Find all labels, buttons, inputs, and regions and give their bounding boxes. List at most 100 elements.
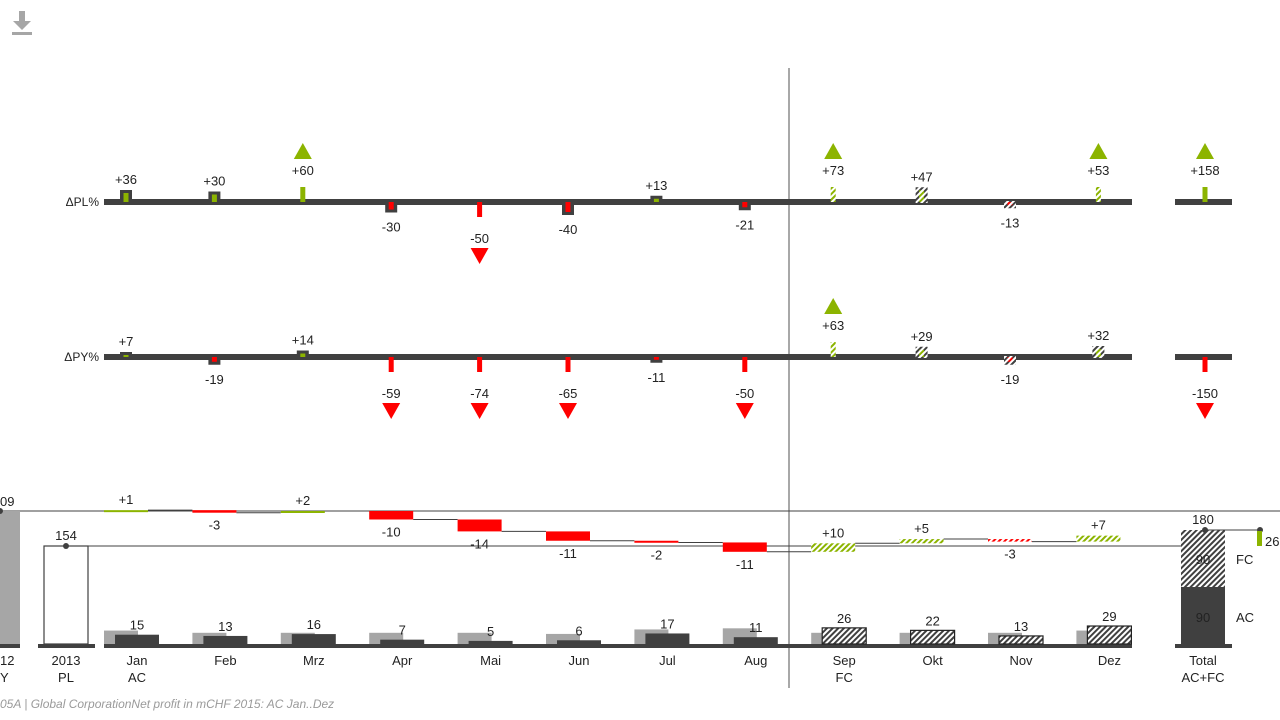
delta-abs-label: +1 <box>119 492 134 507</box>
delta-abs-label: -10 <box>382 525 401 540</box>
ac-value-label: 6 <box>575 623 582 638</box>
grand-total-fc-bar <box>1181 530 1225 587</box>
month-axis-label: Aug <box>744 653 767 668</box>
ac-bar <box>645 633 690 644</box>
delta-abs-label: +7 <box>1091 518 1106 533</box>
month-axis-label: Dez <box>1098 653 1121 668</box>
delta_py_pct-outlier-arrow-down <box>735 403 754 419</box>
delta_py_pct-bar <box>300 353 306 357</box>
delta_py_pct-outlier-arrow-up <box>824 298 843 314</box>
grand-total-ac-text: AC <box>1236 610 1254 625</box>
delta_py_pct-axis <box>104 354 1132 360</box>
delta-abs-bar <box>192 510 237 513</box>
delta-abs-bar <box>280 511 325 513</box>
delta_py_pct-bar <box>653 357 659 360</box>
grand-total-axis <box>1175 644 1232 648</box>
month-axis-sublabel: FC <box>836 670 853 685</box>
delta_py_pct-bar <box>388 357 394 372</box>
delta_pl_pct-axis <box>104 199 1132 205</box>
delta_py_pct-bar <box>1202 357 1208 372</box>
plan-delta-bar <box>1257 531 1262 546</box>
delta_pl_pct-value-label: +60 <box>292 163 314 178</box>
delta-abs-label: +2 <box>295 493 310 508</box>
delta-abs-label: -11 <box>559 546 577 561</box>
ac-value-label: 7 <box>399 623 406 638</box>
footnote: 05A | Global CorporationNet profit in mC… <box>0 697 335 711</box>
month-axis-label: Nov <box>1009 653 1033 668</box>
delta_pl_pct-bar <box>830 187 836 202</box>
delta_pl_pct-row-label: ΔPL% <box>66 195 100 209</box>
delta-abs-label: +10 <box>822 525 844 540</box>
delta_py_pct-bar <box>477 357 483 372</box>
delta_py_pct-value-label: +7 <box>119 334 134 349</box>
ac-bar <box>468 640 513 644</box>
delta_py_pct-value-label: +14 <box>292 333 314 348</box>
fc-bar <box>909 629 956 645</box>
ac-value-label: 15 <box>130 618 144 633</box>
grand-total-fc-text: FC <box>1236 552 1253 567</box>
plan-total-dot <box>63 543 69 549</box>
fc-bar <box>998 635 1044 645</box>
delta_py_pct-bar <box>211 357 217 362</box>
grand-total-ac-bar <box>1181 587 1225 644</box>
delta_py_pct-outlier-arrow-down <box>382 403 401 419</box>
delta_py_pct-bar <box>830 342 836 357</box>
fc-bar <box>1086 625 1133 645</box>
delta-abs-label: -14 <box>470 536 489 551</box>
delta-abs-label: -11 <box>736 557 754 572</box>
delta_pl_pct-value-label: +158 <box>1190 163 1219 178</box>
py-total-label: 09 <box>0 494 14 509</box>
ac-bar <box>733 637 778 644</box>
plan-total-label: 154 <box>55 528 77 543</box>
grand-total-fc-value: 90 <box>1196 552 1210 567</box>
delta_py_pct-value-label: -150 <box>1192 386 1218 401</box>
delta-abs-label: -2 <box>651 547 663 562</box>
delta_py_pct-outlier-arrow-down <box>559 403 577 419</box>
delta_py_pct-value-label: -65 <box>559 386 578 401</box>
grand-total-axis-sublabel: AC+FC <box>1182 670 1225 685</box>
month-axis-label: Apr <box>392 653 413 668</box>
delta-abs-label: -3 <box>1004 547 1016 562</box>
delta_py_pct-value-label: +32 <box>1087 328 1109 343</box>
monthly-axis <box>104 644 1132 648</box>
delta_py_pct-bar <box>1095 349 1101 357</box>
ac-bar <box>380 639 425 644</box>
delta_pl_pct-outlier-arrow-down <box>470 248 489 264</box>
ac-value-label: 29 <box>1102 609 1116 624</box>
delta_pl_pct-value-label: -21 <box>735 217 754 232</box>
delta_pl_pct-bar <box>300 187 306 202</box>
delta_pl_pct-value-label: +36 <box>115 172 137 187</box>
month-axis-label: Jan <box>127 653 148 668</box>
delta_py_pct-value-label: +63 <box>822 318 844 333</box>
ac-value-label: 11 <box>749 620 763 635</box>
delta_pl_pct-bar <box>123 193 129 202</box>
plan-total-axis-label: 2013 <box>52 653 81 668</box>
grand-total-axis-label: Total <box>1189 653 1217 668</box>
ac-value-label: 26 <box>837 611 851 626</box>
month-axis-sublabel: AC <box>128 670 146 685</box>
grand-total-label: 180 <box>1192 512 1214 527</box>
ac-bar <box>115 634 159 644</box>
ac-value-label: 16 <box>307 617 321 632</box>
delta_py_pct-outlier-arrow-down <box>1196 403 1214 419</box>
delta-abs-bar <box>546 531 590 541</box>
delta_py_pct-bar <box>742 357 748 372</box>
delta-abs-bar <box>634 540 679 543</box>
delta_pl_pct-value-label: +47 <box>911 169 933 184</box>
delta_py_pct-bar <box>565 357 571 372</box>
delta_pl_pct-outlier-arrow-up <box>1196 143 1214 159</box>
delta-abs-bar <box>104 510 148 513</box>
delta_pl_pct-value-label: +53 <box>1087 163 1109 178</box>
delta_pl_pct-value-label: +30 <box>203 174 225 189</box>
delta_pl_pct-bar <box>388 202 394 210</box>
plan-total-axis <box>38 644 95 648</box>
delta_pl_pct-bar <box>211 194 217 202</box>
delta_pl_pct-value-label: +73 <box>822 163 844 178</box>
delta_pl_pct-outlier-arrow-up <box>293 143 312 159</box>
download-icon[interactable] <box>10 10 34 36</box>
ac-value-label: 22 <box>925 613 939 628</box>
month-axis-label: Mrz <box>303 653 325 668</box>
delta-abs-bar <box>722 542 767 552</box>
delta_py_pct-value-label: -19 <box>205 372 224 387</box>
